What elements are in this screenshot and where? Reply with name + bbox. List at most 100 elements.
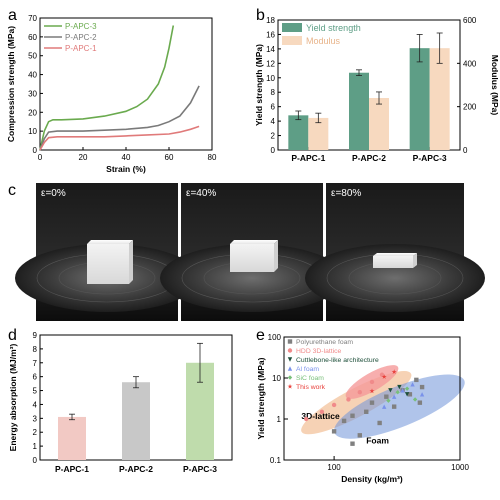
legend-marker	[287, 366, 293, 371]
y-tick-label: 0	[33, 456, 38, 465]
x-axis-label: Strain (%)	[106, 164, 146, 174]
point-sic-foam	[386, 398, 391, 403]
y2-tick-label: 200	[463, 103, 477, 112]
bar-p-apc-1	[58, 416, 86, 460]
y-tick-label: 16	[266, 30, 275, 39]
point-polyurethane-foam	[331, 429, 337, 434]
point-al-foam	[400, 388, 405, 393]
series-line-p-apc-1	[39, 125, 200, 151]
y-axis-label: Yield strength (MPa)	[254, 44, 264, 126]
y-tick-label: 60	[28, 33, 37, 42]
x-tick-label: P-APC-2	[119, 464, 153, 474]
point-al-foam	[419, 392, 425, 397]
bar-yield-strength	[288, 115, 309, 150]
point-sic-foam	[404, 386, 410, 391]
panel-label-d: d	[8, 327, 17, 344]
y-tick-label: 100	[268, 333, 282, 342]
point-hdd-3d-lattice	[319, 409, 325, 414]
x-tick-label: 100	[327, 463, 341, 472]
panel-c-photos: ε=0% ε=40% ε=80%	[15, 183, 485, 321]
x-tick-label: P-APC-3	[183, 464, 217, 474]
compression-plate	[305, 244, 485, 312]
chart-d-energy-absorption: 0 1 2 3 4 5 6 7 8 9 P-APC-1 P-APC-2 P-APC-3 Energy ab…	[8, 331, 233, 474]
point-polyurethane-foam	[357, 433, 362, 438]
legend-marker	[287, 383, 293, 389]
point-polyurethane-foam	[364, 409, 369, 414]
point-hdd-3d-lattice	[379, 372, 385, 377]
legend-label: HDD 3D-lattice	[296, 348, 342, 355]
y-tick-label: 70	[28, 14, 37, 23]
chart-b-yield-modulus: 0 2 4 6 8 10 12 14 16 18 0 200 400 600 P-APC-1 P-APC-2 P…	[254, 16, 500, 163]
x-tick-label: P-APC-1	[55, 464, 89, 474]
point-hdd-3d-lattice	[369, 379, 375, 385]
legend-label: P-APC-2	[65, 33, 97, 42]
x-tick-label: 60	[165, 153, 174, 162]
x-tick-label: P-APC-2	[352, 153, 386, 163]
legend-marker	[287, 357, 293, 362]
bar-yield-strength	[409, 48, 430, 150]
point-polyurethane-foam	[391, 404, 397, 409]
legend-swatch	[282, 23, 302, 32]
point-al-foam	[410, 382, 415, 387]
point-hdd-3d-lattice	[303, 416, 309, 422]
point-polyurethane-foam	[414, 377, 419, 383]
bar-modulus	[369, 98, 389, 150]
point-polyurethane-foam	[341, 418, 347, 424]
y-tick-label: 0	[271, 146, 276, 155]
panel-label-a: a	[8, 7, 17, 24]
point-al-foam	[382, 404, 387, 409]
y-tick-label: 6	[33, 373, 38, 382]
point-polyurethane-foam	[407, 392, 413, 397]
point-sic-foam	[395, 390, 400, 395]
y2-tick-label: 0	[463, 146, 468, 155]
y-tick-label: 8	[33, 345, 38, 354]
y-tick-label: 0.1	[270, 456, 282, 465]
x-tick-label: P-APC-1	[291, 153, 325, 163]
y-tick-label: 8	[271, 88, 276, 97]
x-tick-label: P-APC-3	[413, 153, 447, 163]
point-hdd-3d-lattice	[357, 390, 362, 395]
series-line-p-apc-2	[39, 85, 200, 151]
photo-label-strain-40: ε=40%	[186, 188, 216, 199]
y-tick-label: 30	[28, 89, 37, 98]
photo-strain-0: ε=0%	[15, 183, 199, 321]
y-tick-label: 0	[33, 146, 38, 155]
legend-marker	[287, 375, 293, 380]
x-tick-label: 80	[208, 153, 217, 162]
y-tick-label: 6	[271, 103, 276, 112]
point-polyurethane-foam	[350, 441, 355, 446]
point-cuttlebone-like-architecture	[397, 384, 402, 390]
y2-tick-label: 600	[463, 16, 477, 25]
point-hdd-3d-lattice	[331, 402, 337, 408]
y-tick-label: 1	[33, 442, 38, 451]
point-cuttlebone-like-architecture	[388, 388, 393, 393]
point-hdd-3d-lattice	[346, 397, 351, 402]
y-tick-label: 2	[271, 132, 276, 141]
legend-label: This work	[296, 384, 326, 391]
legend-label: P-APC-3	[65, 22, 97, 31]
y-tick-label: 40	[28, 71, 37, 80]
bar-modulus	[308, 117, 329, 150]
compression-plate	[160, 244, 344, 312]
y2-tick-label: 400	[463, 59, 477, 68]
y-tick-label: 9	[33, 331, 38, 340]
chart-a-stress-strain: 0 20 40 60 80 0 10 20 30 40 50 60 70 Strain (%) Compre…	[6, 14, 217, 174]
y-tick-label: 10	[28, 127, 37, 136]
y-tick-label: 3	[33, 414, 38, 423]
y-axis-label: Yield strength (MPa)	[256, 357, 266, 439]
series-line-p-apc-3	[39, 25, 175, 151]
point-polyurethane-foam	[350, 413, 355, 418]
region-foam	[334, 374, 465, 439]
y2-axis-label: Modulus (MPa)	[490, 55, 500, 116]
legend-label: Cuttlebone-like architecture	[296, 357, 379, 364]
point-sic-foam	[412, 397, 418, 402]
point-this-work	[391, 369, 397, 374]
y-tick-label: 2	[33, 428, 38, 437]
y-tick-label: 50	[28, 52, 37, 61]
foam-sample	[373, 253, 417, 268]
region-label-foam: Foam	[366, 436, 389, 446]
y-tick-label: 5	[33, 387, 38, 396]
photo-strain-40: ε=40%	[160, 183, 344, 321]
